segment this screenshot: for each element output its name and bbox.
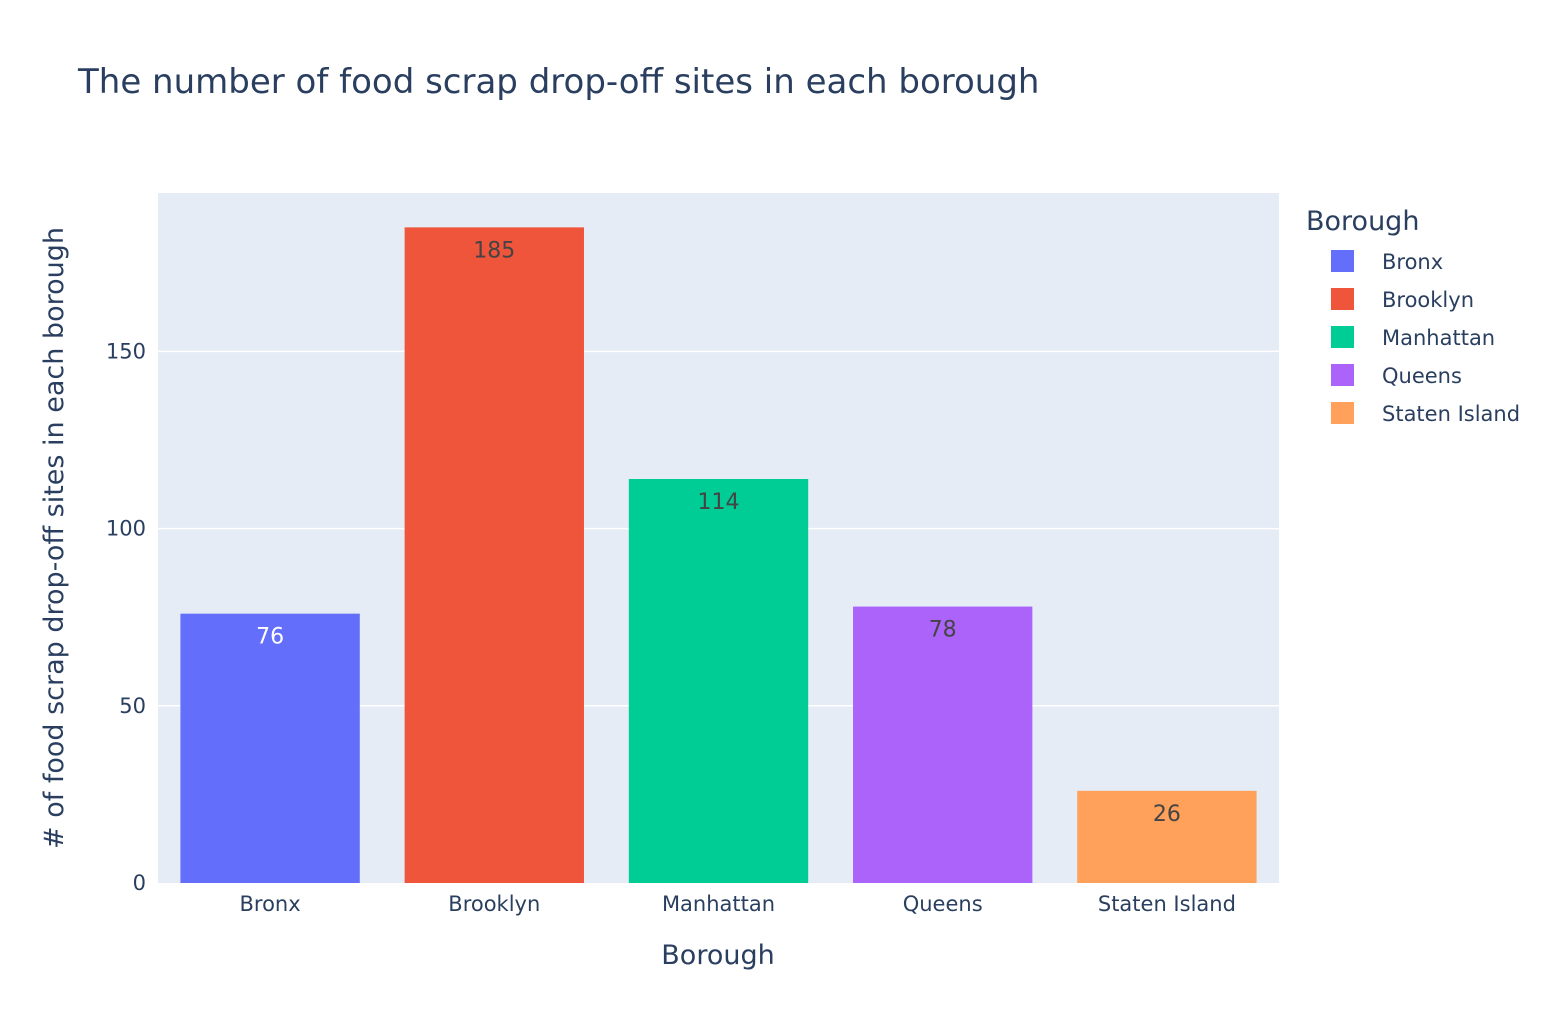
x-tick-label: Brooklyn	[448, 892, 540, 916]
data-label: 114	[698, 490, 740, 515]
bar-manhattan[interactable]	[628, 478, 809, 883]
legend-item[interactable]: Queens	[1331, 364, 1462, 388]
y-axis-ticks: 0 50 100 150	[106, 339, 146, 895]
legend-swatch	[1331, 250, 1354, 272]
bar-brooklyn[interactable]	[404, 227, 584, 883]
y-axis-title: # of food scrap drop-off sites in each b…	[39, 227, 70, 849]
legend-swatch	[1331, 288, 1354, 310]
legend-swatch	[1331, 402, 1354, 424]
legend-swatch	[1331, 326, 1354, 348]
data-label: 26	[1153, 802, 1181, 827]
y-tick-label: 50	[119, 694, 146, 718]
legend-label: Bronx	[1382, 250, 1443, 274]
bar-bronx[interactable]	[180, 613, 360, 883]
bar-queens[interactable]	[853, 606, 1033, 883]
y-tick-label: 100	[106, 517, 146, 541]
x-tick-label: Staten Island	[1098, 892, 1236, 916]
chart-title: The number of food scrap drop-off sites …	[77, 62, 1039, 102]
legend-item[interactable]: Bronx	[1331, 250, 1443, 274]
x-tick-label: Manhattan	[662, 892, 775, 916]
data-label: 76	[256, 625, 284, 650]
legend-swatch	[1331, 364, 1354, 386]
legend-item[interactable]: Manhattan	[1331, 326, 1495, 350]
x-tick-label: Queens	[903, 892, 983, 916]
data-label: 185	[473, 238, 515, 263]
data-labels: 76 185 114 78 26	[256, 238, 1181, 826]
bar-staten-island[interactable]	[1077, 790, 1257, 883]
x-tick-label: Bronx	[240, 892, 301, 916]
legend-label: Staten Island	[1382, 402, 1520, 426]
legend-title: Borough	[1306, 206, 1419, 237]
legend-label: Queens	[1382, 364, 1462, 388]
data-label: 78	[929, 618, 957, 643]
legend[interactable]: Borough Bronx Brooklyn Manhattan Queens Stat…	[1306, 206, 1520, 426]
x-axis-title: Borough	[661, 940, 774, 971]
legend-label: Manhattan	[1382, 326, 1495, 350]
y-tick-label: 0	[133, 871, 146, 895]
x-axis-ticks: Bronx Brooklyn Manhattan Queens Staten Islan…	[240, 892, 1236, 916]
bars	[180, 227, 1257, 883]
y-tick-label: 150	[106, 339, 146, 363]
legend-item[interactable]: Brooklyn	[1331, 288, 1474, 312]
legend-items[interactable]: Bronx Brooklyn Manhattan Queens Staten Islan…	[1331, 250, 1520, 426]
legend-item[interactable]: Staten Island	[1331, 402, 1520, 426]
legend-label: Brooklyn	[1382, 288, 1474, 312]
